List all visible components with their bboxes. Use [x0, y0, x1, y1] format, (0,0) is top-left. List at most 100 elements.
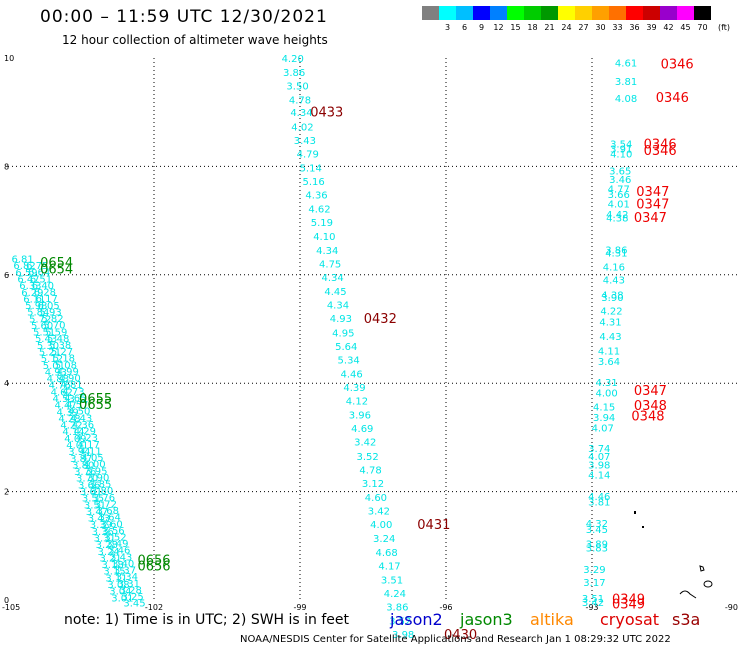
swh-value: 4.15 — [593, 403, 615, 414]
mission-altika: altika — [530, 610, 574, 629]
y-tick-label: 2 — [4, 488, 9, 497]
island-mark — [642, 526, 644, 528]
swh-value: 5.64 — [335, 342, 357, 353]
swh-value: 3.74 — [588, 444, 610, 455]
colorbar-swatch — [609, 6, 626, 20]
swh-value: 3.42 — [582, 598, 604, 609]
swh-value: 4.78 — [359, 465, 381, 476]
swh-value: 4.34 — [290, 108, 312, 119]
swh-value: 4.65 — [64, 393, 86, 404]
swh-value: 3.18 — [101, 560, 123, 571]
swh-value: 3.80 — [72, 460, 94, 471]
colorbar-swatch — [524, 6, 541, 20]
swh-value: 4.17 — [378, 561, 400, 572]
swh-value: 3.70 — [76, 474, 98, 485]
swh-value: 4.11 — [80, 446, 102, 457]
swh-value: 3.36 — [92, 527, 114, 538]
swh-value: 4.12 — [346, 397, 368, 408]
swh-value: 4.36 — [72, 420, 94, 431]
colorbar-label: 15 — [510, 23, 521, 32]
colorbar-label: 42 — [663, 23, 674, 32]
colorbar-label: 3 — [444, 23, 451, 32]
x-tick-label: -102 — [145, 603, 163, 612]
swh-value: 4.68 — [375, 548, 397, 559]
swh-value: 5.43 — [35, 334, 57, 345]
swh-value: 4.14 — [62, 427, 84, 438]
pass-time-label: 0654 — [40, 256, 73, 271]
swh-value: 3.83 — [586, 543, 608, 554]
colorbar-label: 33 — [612, 23, 623, 32]
swh-value: 3.25 — [121, 592, 143, 603]
swh-value: 5.48 — [47, 334, 69, 345]
swh-value: 5.01 — [43, 361, 65, 372]
swh-value: 6.51 — [30, 274, 52, 285]
swh-value: 4.39 — [343, 383, 365, 394]
note-text: note: 1) Time is in UTC; 2) SWH is in fe… — [64, 612, 350, 628]
swh-value: 3.52 — [389, 617, 411, 628]
swh-value: 3.86 — [386, 603, 408, 614]
swh-value: 4.60 — [365, 493, 387, 504]
swh-value: 5.08 — [55, 360, 77, 371]
y-tick-label: 0 — [4, 596, 9, 605]
swh-value: 4.62 — [51, 387, 73, 398]
swh-value: 5.60 — [31, 321, 53, 332]
swh-value: 6.29 — [21, 288, 43, 299]
swh-value: 3.66 — [608, 190, 630, 201]
swh-value: 4.22 — [60, 421, 82, 432]
swh-value: 3.96 — [349, 411, 371, 422]
swh-value: 3.51 — [582, 594, 604, 605]
swh-value: 4.36 — [305, 191, 327, 202]
swh-value: 3.86 — [605, 245, 627, 256]
swh-value: 3.51 — [381, 575, 403, 586]
swh-value: 4.29 — [74, 427, 96, 438]
swh-value: 3.60 — [100, 519, 122, 530]
pass-time-label: 0431 — [417, 518, 450, 533]
swh-value: 3.52 — [357, 452, 379, 463]
swh-value: 4.45 — [324, 287, 346, 298]
swh-value: 5.27 — [51, 347, 73, 358]
swh-value: 6.33 — [19, 281, 41, 292]
swh-value: 3.45 — [123, 599, 145, 610]
colorbar-swatch — [541, 6, 558, 20]
mission-jason3: jason3 — [460, 610, 513, 629]
swh-value: 3.11 — [105, 573, 127, 584]
pass-time-label: 0432 — [364, 312, 397, 327]
swh-value: 5.21 — [39, 348, 61, 359]
swh-value: 3.81 — [615, 77, 637, 88]
swh-value: 3.21 — [99, 553, 121, 564]
swh-value: 4.43 — [603, 276, 625, 287]
swh-value: 4.16 — [603, 263, 625, 274]
swh-value: 6.64 — [28, 268, 50, 279]
colorbar-swatch — [507, 6, 524, 20]
swh-value: 3.66 — [78, 480, 100, 491]
swh-value: 4.53 — [53, 394, 75, 405]
swh-value: 3.29 — [583, 565, 605, 576]
swh-value: 4.22 — [600, 307, 622, 318]
swh-value: 3.39 — [90, 520, 112, 531]
swh-value: 6.11 — [23, 294, 45, 305]
swh-value: 3.34 — [116, 572, 138, 583]
pass-time-label: 0349 — [612, 597, 645, 612]
swh-value: 5.12 — [41, 354, 63, 365]
swh-value: 4.81 — [60, 380, 82, 391]
pass-time-label: 0347 — [634, 384, 667, 399]
swh-value: 3.65 — [609, 167, 631, 178]
x-tick-label: -93 — [585, 603, 598, 612]
colorbar-label: 12 — [493, 23, 504, 32]
swh-value: 3.51 — [84, 500, 106, 511]
swh-value: 3.46 — [108, 546, 130, 557]
swh-value: 5.59 — [45, 327, 67, 338]
swh-value: 3.42 — [354, 438, 376, 449]
swh-value: 3.89 — [586, 540, 608, 551]
swh-value: 4.78 — [289, 96, 311, 107]
swh-value: 4.07 — [592, 424, 614, 435]
coastline-outline — [679, 590, 697, 599]
swh-value: 3.40 — [112, 559, 134, 570]
y-tick-label: 6 — [4, 271, 9, 280]
colorbar-swatch — [490, 6, 507, 20]
swh-value: 4.76 — [49, 381, 71, 392]
swh-value: 4.00 — [595, 388, 617, 399]
colorbar-label: 6 — [461, 23, 468, 32]
y-tick-label: 8 — [4, 162, 9, 171]
colorbar-label: 9 — [478, 23, 485, 32]
